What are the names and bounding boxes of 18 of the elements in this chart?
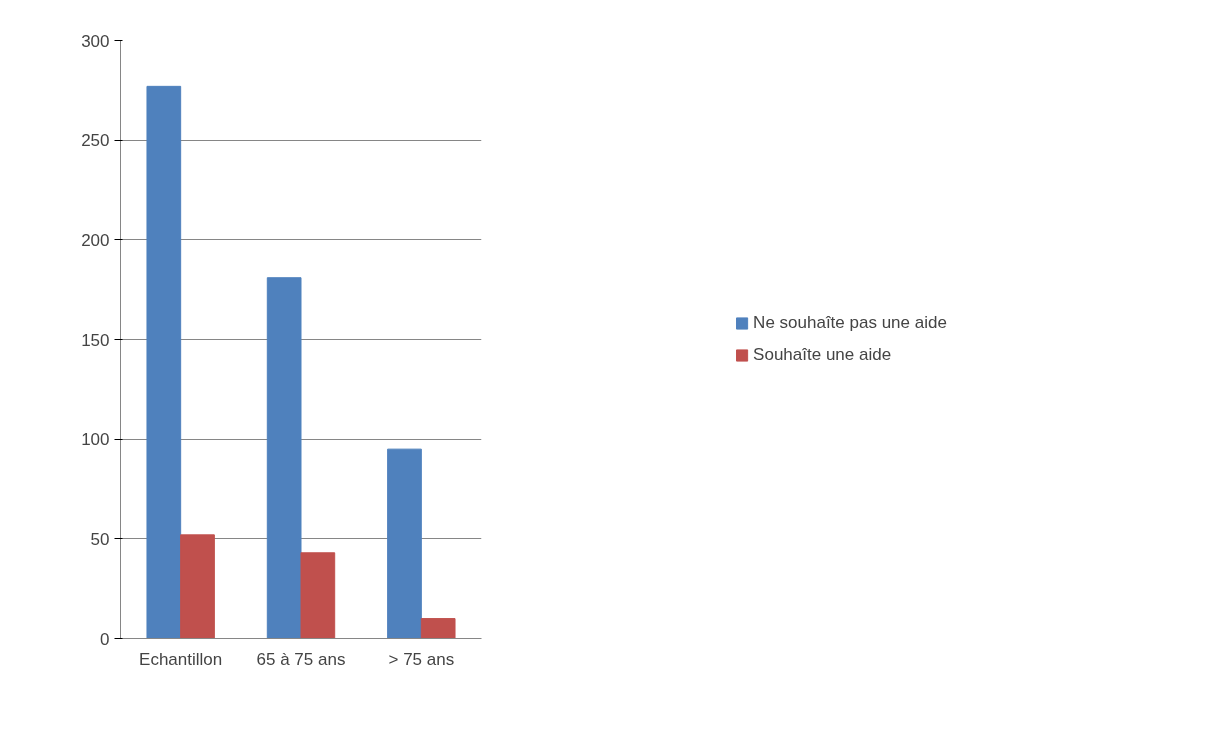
y-tick-label: 0: [100, 629, 110, 649]
bar: [300, 552, 336, 639]
legend-label: Ne souhaîte pas une aide: [753, 313, 947, 333]
y-tick-label: 150: [81, 330, 110, 350]
bar: [146, 85, 182, 639]
bar: [420, 618, 456, 639]
bar: [180, 534, 215, 639]
bar: [266, 277, 302, 639]
bar: [387, 448, 422, 639]
y-tick-label: 250: [81, 131, 110, 151]
y-tick-label: 300: [81, 31, 110, 51]
y-tick-label: 100: [81, 430, 110, 450]
x-tick-label: > 75 ans: [388, 649, 455, 669]
x-tick-label: 65 à 75 ans: [256, 649, 346, 669]
y-tick-label: 50: [90, 529, 110, 549]
y-tick-label: 200: [81, 230, 110, 250]
legend-label: Souhaîte une aide: [753, 345, 892, 365]
x-tick-label: Echantillon: [139, 649, 223, 669]
